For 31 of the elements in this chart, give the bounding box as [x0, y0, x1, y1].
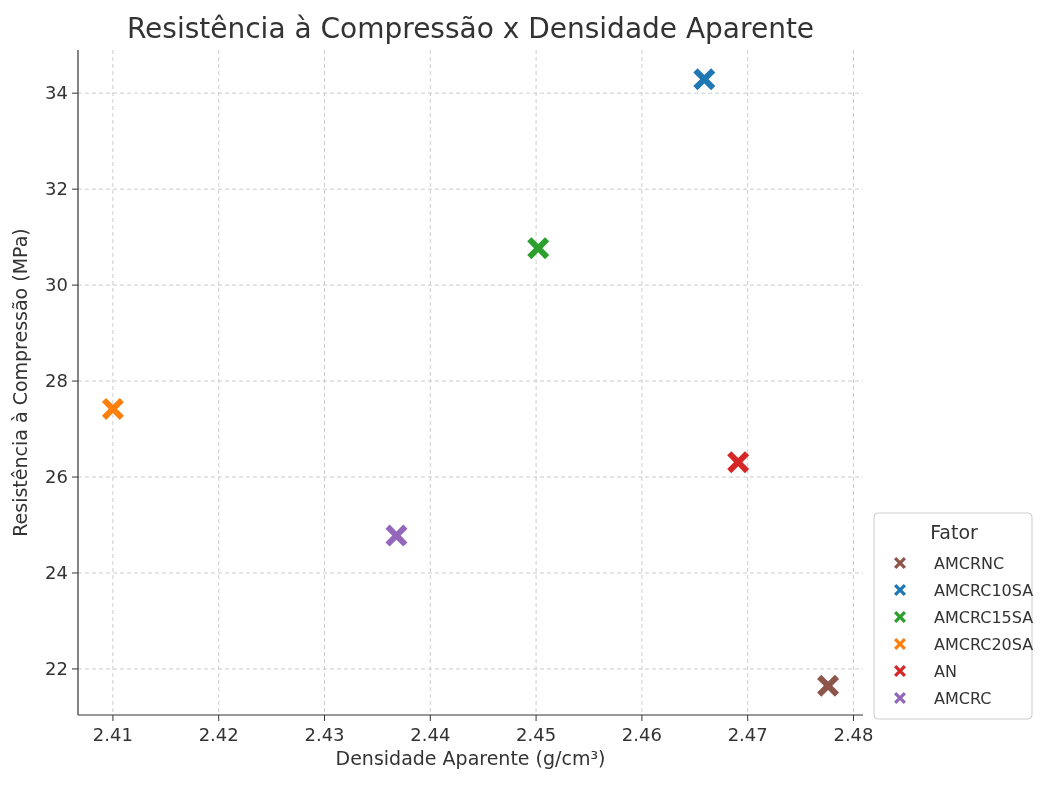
- x-tick-label: 2.42: [198, 724, 239, 745]
- y-tick-label: 24: [45, 561, 68, 583]
- x-tick-label: 2.41: [92, 724, 133, 745]
- legend-title: Fator: [930, 521, 979, 543]
- chart-title: Resistência à Compressão x Densidade Aparente: [126, 12, 815, 45]
- x-tick-label: 2.44: [410, 724, 451, 745]
- x-tick-label: 2.45: [516, 724, 557, 745]
- legend-label: AMCRC20SA: [934, 635, 1034, 654]
- x-tick-label: 2.43: [304, 724, 345, 745]
- legend-label: AMCRC: [934, 689, 992, 708]
- point: [693, 68, 716, 91]
- x-tick-label: 2.47: [727, 724, 768, 745]
- x-axis-title: Densidade Aparente (g/cm³): [335, 747, 606, 769]
- y-tick-label: 32: [45, 178, 68, 200]
- x-tick-label: 2.46: [621, 724, 662, 745]
- y-tick-label: 22: [45, 657, 68, 679]
- x-tick-label: 2.48: [833, 724, 874, 745]
- y-axis-title: Resistência à Compressão (MPa): [9, 228, 31, 537]
- legend-label: AMCRNC: [934, 554, 1005, 573]
- legend-label: AMCRC15SA: [934, 608, 1034, 627]
- y-tick-label: 34: [45, 82, 68, 104]
- y-tick-label: 26: [45, 466, 68, 488]
- y-tick-label: 30: [45, 274, 68, 296]
- y-tick-label: 28: [45, 370, 68, 392]
- legend-label: AN: [934, 662, 957, 681]
- point: [817, 674, 840, 697]
- legend-label: AMCRC10SA: [934, 581, 1034, 600]
- point: [727, 451, 750, 474]
- point: [101, 397, 124, 420]
- point: [527, 237, 550, 260]
- point: [385, 524, 408, 547]
